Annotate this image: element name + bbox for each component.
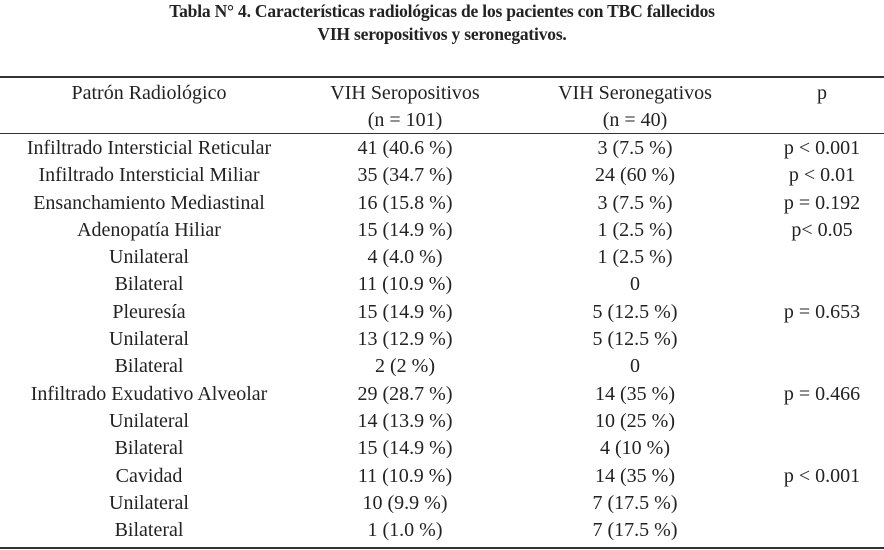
- cell-p-value: p = 0.192: [783, 191, 861, 214]
- table-body: Infiltrado Intersticial Reticular 41 (40.…: [0, 135, 884, 544]
- cell-seronegativos: 5 (12.5 %): [592, 300, 678, 323]
- header-p-label: p: [817, 82, 827, 104]
- cell-seronegativos: 5 (12.5 %): [592, 328, 678, 351]
- cell-patron: Unilateral: [109, 246, 189, 269]
- cell-p-value: p = 0.466: [783, 382, 861, 405]
- cell-p-value: p = 0.653: [783, 300, 861, 323]
- table-row: Bilateral 11 (10.9 %) 0: [0, 271, 884, 298]
- table-row: Bilateral 1 (1.0 %) 7 (17.5 %): [0, 517, 884, 544]
- table-row: Unilateral 14 (13.9 %) 10 (25 %): [0, 408, 884, 435]
- cell-seropositivos: 15 (14.9 %): [357, 218, 453, 241]
- cell-seronegativos: 0: [630, 355, 640, 378]
- header-seropositivos-label: VIH Seropositivos: [330, 82, 480, 104]
- cell-patron: Bilateral: [114, 437, 184, 460]
- cell-seropositivos: 1 (1.0 %): [367, 519, 443, 542]
- header-seropositivos: VIH Seropositivos (n = 101): [305, 80, 505, 134]
- cell-patron: Bilateral: [114, 519, 184, 542]
- cell-seropositivos: 41 (40.6 %): [357, 137, 453, 159]
- cell-seronegativos: 1 (2.5 %): [597, 246, 673, 269]
- cell-seronegativos: 10 (25 %): [595, 409, 675, 432]
- table-row: Pleuresía 15 (14.9 %) 5 (12.5 %) p = 0.653: [0, 299, 884, 326]
- header-rule: [0, 133, 884, 134]
- table-row: Infiltrado Intersticial Miliar 35 (34.7 %…: [0, 162, 884, 189]
- header-seropositivos-n: (n = 101): [367, 109, 443, 131]
- cell-seropositivos: 13 (12.9 %): [357, 328, 453, 351]
- header-seronegativos-label: VIH Seronegativos: [558, 82, 712, 104]
- cell-patron: Ensanchamiento Mediastinal: [33, 191, 265, 214]
- header-patron: Patrón Radiológico: [0, 80, 298, 107]
- cell-seronegativos: 3 (7.5 %): [597, 191, 673, 214]
- cell-seronegativos: 0: [630, 273, 640, 296]
- cell-patron: Unilateral: [109, 409, 189, 432]
- table-row: Unilateral 4 (4.0 %) 1 (2.5 %): [0, 244, 884, 271]
- cell-seronegativos: 1 (2.5 %): [597, 218, 673, 241]
- cell-patron: Infiltrado Intersticial Miliar: [38, 164, 260, 187]
- cell-seropositivos: 2 (2 %): [375, 355, 435, 378]
- table-row: Ensanchamiento Mediastinal 16 (15.8 %) 3 (…: [0, 190, 884, 217]
- table-row: Adenopatía Hiliar 15 (14.9 %) 1 (2.5 %) p< …: [0, 217, 884, 244]
- cell-seropositivos: 11 (10.9 %): [357, 273, 453, 296]
- cell-patron: Infiltrado Exudativo Alveolar: [30, 382, 268, 405]
- cell-patron: Bilateral: [114, 355, 184, 378]
- header-p: p: [760, 80, 884, 107]
- cell-p-value: p < 0.01: [788, 164, 856, 187]
- top-rule: [0, 76, 884, 78]
- cell-seropositivos: 16 (15.8 %): [357, 191, 453, 214]
- cell-seronegativos: 24 (60 %): [595, 164, 675, 187]
- cell-p-value: p < 0.001: [783, 137, 861, 159]
- cell-patron: Unilateral: [109, 328, 189, 351]
- cell-seronegativos: 7 (17.5 %): [592, 519, 678, 542]
- cell-patron: Cavidad: [115, 464, 183, 487]
- table-row: Bilateral 15 (14.9 %) 4 (10 %): [0, 435, 884, 462]
- cell-p-value: p < 0.001: [783, 464, 861, 487]
- cell-patron: Bilateral: [114, 273, 184, 296]
- cell-seronegativos: 3 (7.5 %): [597, 137, 673, 159]
- header-patron-label: Patrón Radiológico: [71, 82, 227, 104]
- table-row: Infiltrado Intersticial Reticular 41 (40.…: [0, 135, 884, 162]
- table-row: Infiltrado Exudativo Alveolar 29 (28.7 %)…: [0, 381, 884, 408]
- cell-patron: Infiltrado Intersticial Reticular: [26, 137, 272, 159]
- cell-seronegativos: 14 (35 %): [595, 382, 675, 405]
- cell-patron: Adenopatía Hiliar: [77, 218, 221, 241]
- cell-seronegativos: 4 (10 %): [600, 437, 670, 460]
- cell-seronegativos: 14 (35 %): [595, 464, 675, 487]
- table-title-line-2: VIH seropositivos y seronegativos.: [317, 24, 567, 44]
- cell-seropositivos: 4 (4.0 %): [367, 246, 443, 269]
- table-row: Unilateral 13 (12.9 %) 5 (12.5 %): [0, 326, 884, 353]
- cell-seropositivos: 15 (14.9 %): [357, 300, 453, 323]
- table-row: Cavidad 11 (10.9 %) 14 (35 %) p < 0.001: [0, 463, 884, 490]
- table-row: Bilateral 2 (2 %) 0: [0, 353, 884, 380]
- table-title: Tabla N° 4. Características radiológicas…: [0, 0, 884, 46]
- cell-p-value: p< 0.05: [791, 218, 853, 241]
- cell-patron: Pleuresía: [112, 300, 186, 323]
- header-seronegativos-n: (n = 40): [602, 109, 668, 131]
- cell-seropositivos: 11 (10.9 %): [357, 464, 453, 487]
- table-row: Unilateral 10 (9.9 %) 7 (17.5 %): [0, 490, 884, 517]
- bottom-rule: [0, 547, 884, 549]
- cell-seropositivos: 35 (34.7 %): [357, 164, 453, 187]
- cell-seropositivos: 14 (13.9 %): [357, 409, 453, 432]
- header-seronegativos: VIH Seronegativos (n = 40): [535, 80, 735, 134]
- cell-seropositivos: 29 (28.7 %): [357, 382, 453, 405]
- cell-seronegativos: 7 (17.5 %): [592, 491, 678, 514]
- cell-patron: Unilateral: [109, 491, 189, 514]
- table-title-line-1: Tabla N° 4. Características radiológicas…: [169, 1, 715, 21]
- cell-seropositivos: 10 (9.9 %): [362, 491, 448, 514]
- cell-seropositivos: 15 (14.9 %): [357, 437, 453, 460]
